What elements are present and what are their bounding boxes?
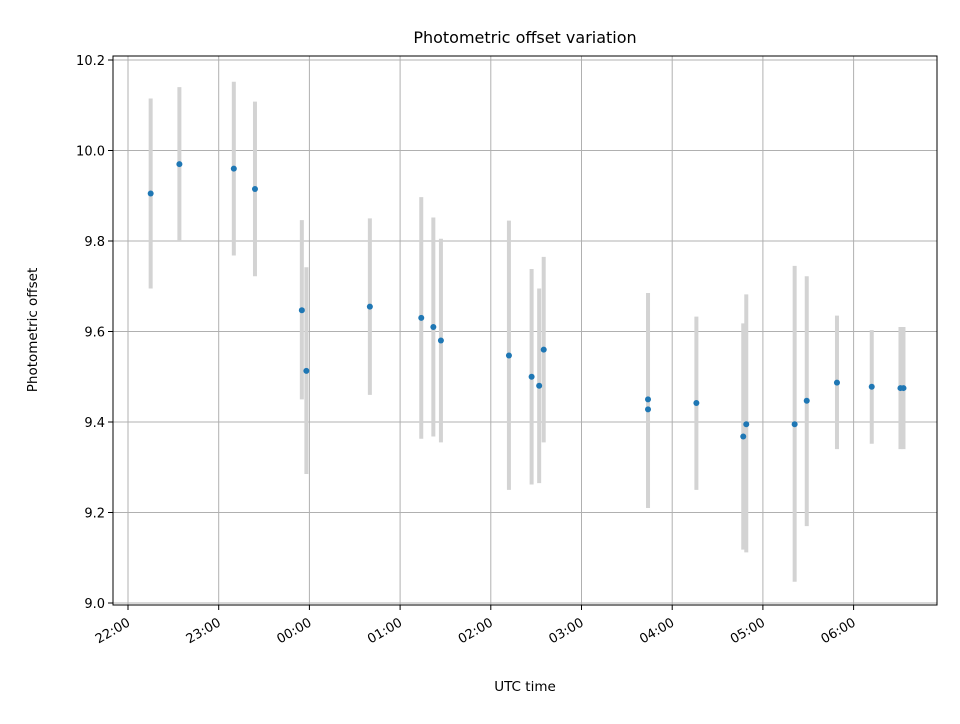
data-point (645, 396, 652, 403)
data-point (176, 161, 183, 168)
y-tick-label: 10.0 (76, 145, 105, 160)
grid-layer (113, 56, 937, 605)
data-point (418, 314, 425, 321)
y-axis-label: Photometric offset (25, 268, 41, 392)
point-layer (147, 161, 907, 440)
data-point (230, 165, 237, 172)
data-point (833, 379, 840, 386)
data-point (298, 307, 305, 314)
data-point (437, 337, 444, 344)
data-point (505, 352, 512, 359)
data-point (430, 323, 437, 330)
y-tick-label: 9.2 (84, 507, 105, 522)
data-point (791, 421, 798, 428)
y-tick-label: 9.4 (84, 416, 105, 431)
data-point (147, 190, 154, 197)
data-point (645, 406, 652, 413)
data-point (540, 346, 547, 353)
data-point (528, 373, 535, 380)
data-point (900, 385, 907, 392)
y-tick-label: 9.8 (84, 235, 105, 250)
y-tick-label: 9.6 (84, 326, 105, 341)
plot-area (113, 56, 937, 605)
data-point (303, 367, 310, 374)
data-point (366, 303, 373, 310)
data-point (803, 397, 810, 404)
x-axis-label: UTC time (494, 679, 556, 695)
data-point (536, 382, 543, 389)
data-point (743, 421, 750, 428)
data-point (693, 399, 700, 406)
data-point (251, 185, 258, 192)
data-point (740, 433, 747, 440)
y-tick-label: 9.0 (84, 597, 105, 612)
data-point (868, 383, 875, 390)
chart-title: Photometric offset variation (413, 28, 636, 47)
plot-frame (112, 55, 938, 606)
y-tick-label: 10.2 (76, 54, 105, 69)
